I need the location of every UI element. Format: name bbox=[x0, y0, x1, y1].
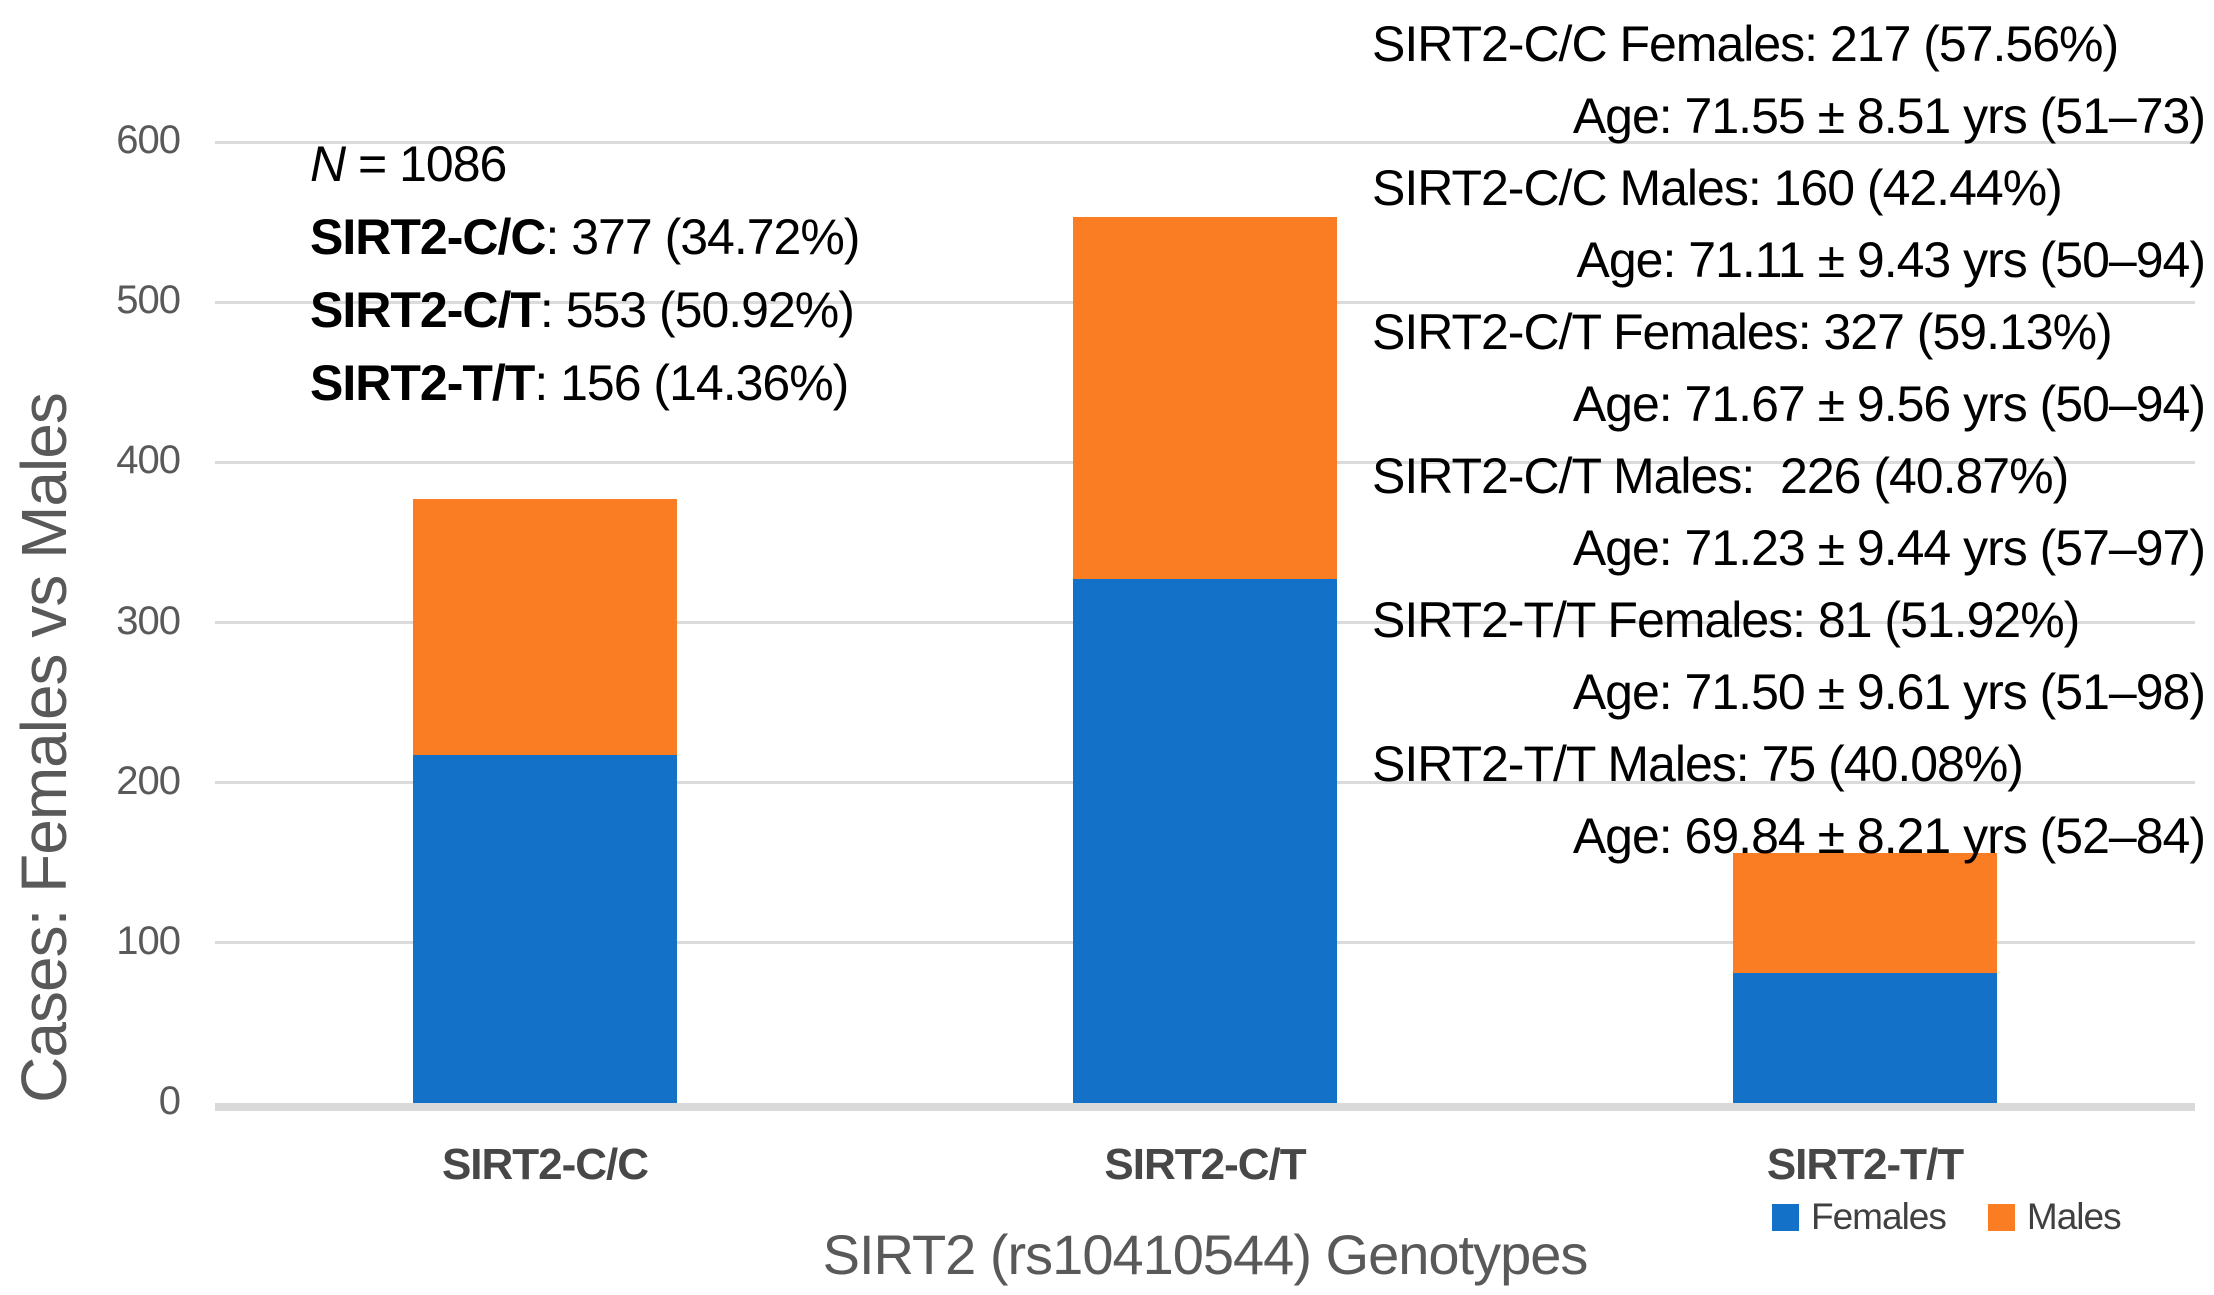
age-detail-line: Age: 71.67 ± 9.56 yrs (50–94) bbox=[1572, 376, 2206, 432]
males-bar-segment bbox=[413, 499, 677, 756]
gridline bbox=[215, 140, 2195, 144]
age-detail-line: Age: 69.84 ± 8.21 yrs (52–84) bbox=[1572, 808, 2206, 864]
x-category-label: SIRT2-T/T bbox=[1766, 1140, 1964, 1189]
legend-label: Females bbox=[1811, 1196, 1947, 1237]
y-tick-label: 0 bbox=[158, 1079, 181, 1123]
females-bar-segment bbox=[1073, 579, 1337, 1103]
males-bar-segment bbox=[1073, 217, 1337, 580]
x-category-label: SIRT2-C/C bbox=[441, 1140, 649, 1189]
males-legend-swatch bbox=[1987, 1203, 2015, 1231]
y-tick-label: 500 bbox=[116, 278, 181, 323]
x-axis-line bbox=[215, 1103, 2195, 1111]
sex-count-detail-line: SIRT2-C/T Males: 226 (40.87%) bbox=[1372, 448, 2069, 504]
summary-line-value: : 377 (34.72%) bbox=[545, 209, 860, 265]
y-tick-label: 600 bbox=[116, 118, 181, 162]
females-bar-segment bbox=[413, 755, 677, 1103]
age-detail-line: Age: 71.11 ± 9.43 yrs (50–94) bbox=[1576, 232, 2206, 288]
sex-count-detail-line: SIRT2-T/T Males: 75 (40.08%) bbox=[1372, 736, 2024, 792]
y-tick-label: 100 bbox=[116, 918, 181, 963]
age-detail-line: Age: 71.50 ± 9.61 yrs (51–98) bbox=[1572, 664, 2206, 720]
plot-area bbox=[215, 140, 2195, 1111]
summary-line-value: : 156 (14.36%) bbox=[534, 355, 849, 411]
summary-line: SIRT2-C/T: 553 (50.92%) bbox=[310, 274, 859, 347]
y-axis-title: Cases: Females vs Males bbox=[8, 393, 80, 1103]
legend-item-females: Females bbox=[1772, 1196, 1947, 1238]
x-category-label: SIRT2-C/T bbox=[1104, 1140, 1306, 1189]
males-bar-segment bbox=[1733, 853, 1997, 974]
sex-count-detail-line: SIRT2-C/T Females: 327 (59.13%) bbox=[1372, 304, 2113, 360]
females-bar-segment bbox=[1733, 973, 1997, 1103]
x-axis-title: SIRT2 (rs10410544) Genotypes bbox=[822, 1223, 1589, 1286]
summary-line-value: = 1086 bbox=[345, 136, 507, 192]
legend: Females Males bbox=[1772, 1196, 2122, 1238]
summary-line: N = 1086 bbox=[310, 128, 859, 201]
age-detail-line: Age: 71.55 ± 8.51 yrs (51–73) bbox=[1572, 88, 2206, 144]
sex-count-detail-line: SIRT2-T/T Females: 81 (51.92%) bbox=[1372, 592, 2080, 648]
summary-line-label: SIRT2-C/T bbox=[310, 282, 541, 338]
legend-item-males: Males bbox=[1987, 1196, 2122, 1238]
summary-line: SIRT2-T/T: 156 (14.36%) bbox=[310, 347, 859, 420]
age-detail-line: Age: 71.23 ± 9.44 yrs (57–97) bbox=[1572, 520, 2206, 576]
females-legend-swatch bbox=[1772, 1203, 1799, 1231]
summary-line: SIRT2-C/C: 377 (34.72%) bbox=[310, 201, 860, 274]
y-tick-label: 300 bbox=[116, 598, 181, 643]
summary-line-label: SIRT2-T/T bbox=[310, 355, 535, 411]
legend-label: Males bbox=[2026, 1196, 2122, 1237]
summary-line-label: N bbox=[310, 136, 346, 192]
summary-line-value: : 553 (50.92%) bbox=[539, 282, 855, 338]
genotype-summary-annotation: N = 1086 SIRT2-C/C: 377 (34.72%) SIRT2-C/T… bbox=[310, 128, 860, 420]
summary-line-label: SIRT2-C/C bbox=[310, 209, 546, 265]
y-tick-label: 400 bbox=[116, 438, 181, 483]
sex-count-detail-line: SIRT2-C/C Males: 160 (42.44%) bbox=[1372, 160, 2063, 216]
y-tick-label: 200 bbox=[116, 758, 181, 803]
sex-age-details-annotation: SIRT2-C/C Females: 217 (57.56%) Age: 71.5… bbox=[1372, 8, 2206, 872]
sex-count-detail-line: SIRT2-C/C Females: 217 (57.56%) bbox=[1372, 16, 2119, 72]
